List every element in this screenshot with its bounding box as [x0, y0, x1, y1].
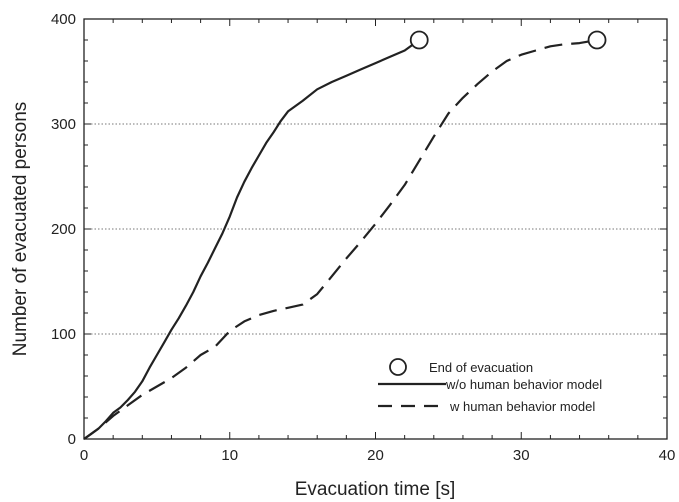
x-tick-label-4: 40 [659, 447, 676, 464]
series-layer [83, 38, 598, 440]
y-tick-label-0: 0 [68, 431, 76, 448]
axis-ticks [83, 18, 668, 440]
y-axis-label: Number of evacuated persons [10, 102, 31, 357]
legend-end-marker-label: End of evacuation [429, 360, 533, 375]
x-tick-label-1: 10 [221, 447, 238, 464]
legend-series-1-label: w/o human behavior model [445, 377, 602, 392]
end-markers [409, 30, 607, 50]
y-tick-label-4: 400 [51, 11, 76, 28]
legend-end-marker-icon [389, 358, 407, 376]
end-marker-2 [587, 30, 607, 50]
x-tick-label-0: 0 [80, 447, 88, 464]
legend: End of evacuation w/o human behavior mod… [378, 358, 602, 414]
y-tick-label-2: 200 [51, 221, 76, 238]
y-tick-label-3: 300 [51, 116, 76, 133]
x-axis-label: Evacuation time [s] [295, 479, 456, 500]
end-marker-1 [409, 30, 429, 50]
y-tick-label-1: 100 [51, 326, 76, 343]
grid-lines [84, 123, 667, 335]
x-tick-label-2: 20 [367, 447, 384, 464]
series-line-2 [83, 38, 598, 440]
x-tick-label-3: 30 [513, 447, 530, 464]
legend-series-2-label: w human behavior model [449, 399, 595, 414]
series-line-1 [83, 39, 420, 440]
